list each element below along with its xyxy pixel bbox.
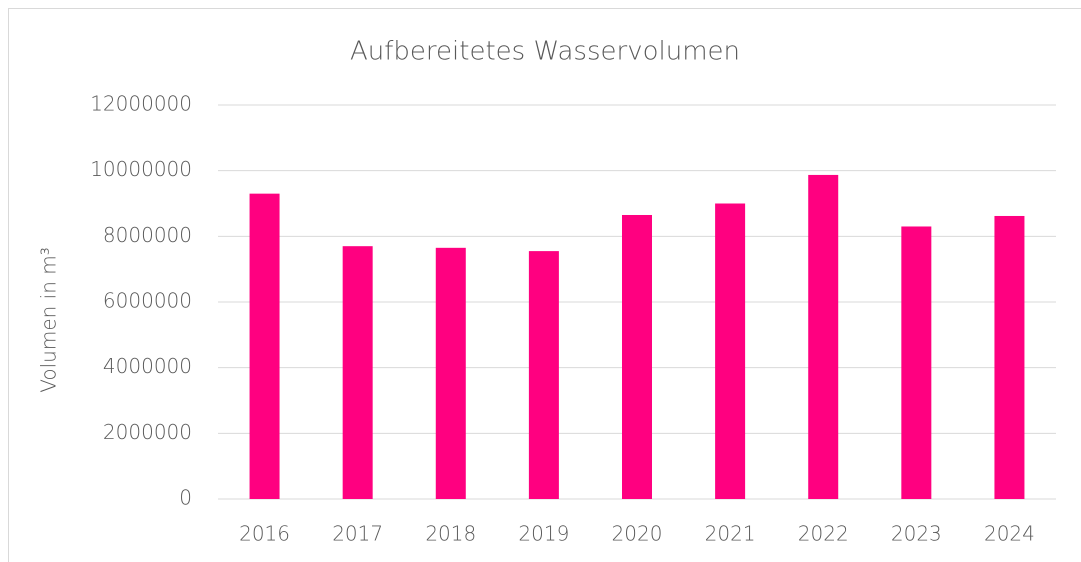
x-tick-label: 2018 bbox=[425, 522, 476, 546]
y-axis-label: Volumen in m³ bbox=[37, 247, 61, 393]
y-tick-label: 8000000 bbox=[103, 223, 192, 247]
x-tick-label: 2017 bbox=[332, 522, 383, 546]
x-tick-label: 2019 bbox=[518, 522, 569, 546]
bar bbox=[342, 246, 373, 499]
bar bbox=[249, 193, 280, 499]
y-tick-label: 12000000 bbox=[90, 92, 192, 116]
x-tick-label: 2021 bbox=[705, 522, 756, 546]
bar bbox=[715, 203, 746, 499]
bar bbox=[994, 215, 1025, 499]
bar bbox=[901, 226, 932, 499]
x-tick-label: 2020 bbox=[612, 522, 663, 546]
y-tick-label: 0 bbox=[179, 486, 192, 510]
chart-border bbox=[8, 8, 1081, 562]
y-tick-label: 2000000 bbox=[103, 420, 192, 444]
bar bbox=[622, 214, 652, 499]
y-tick-label: 6000000 bbox=[103, 289, 192, 313]
x-tick-label: 2024 bbox=[984, 522, 1035, 546]
x-tick-label: 2023 bbox=[891, 522, 942, 546]
y-tick-label: 10000000 bbox=[90, 157, 192, 181]
bar bbox=[528, 251, 559, 499]
bar bbox=[808, 174, 839, 499]
y-tick-label: 4000000 bbox=[103, 354, 192, 378]
x-tick-label: 2016 bbox=[239, 522, 290, 546]
x-tick-label: 2022 bbox=[798, 522, 849, 546]
bar bbox=[435, 247, 466, 499]
chart-title: Aufbereitetes Wasservolumen bbox=[350, 37, 740, 67]
